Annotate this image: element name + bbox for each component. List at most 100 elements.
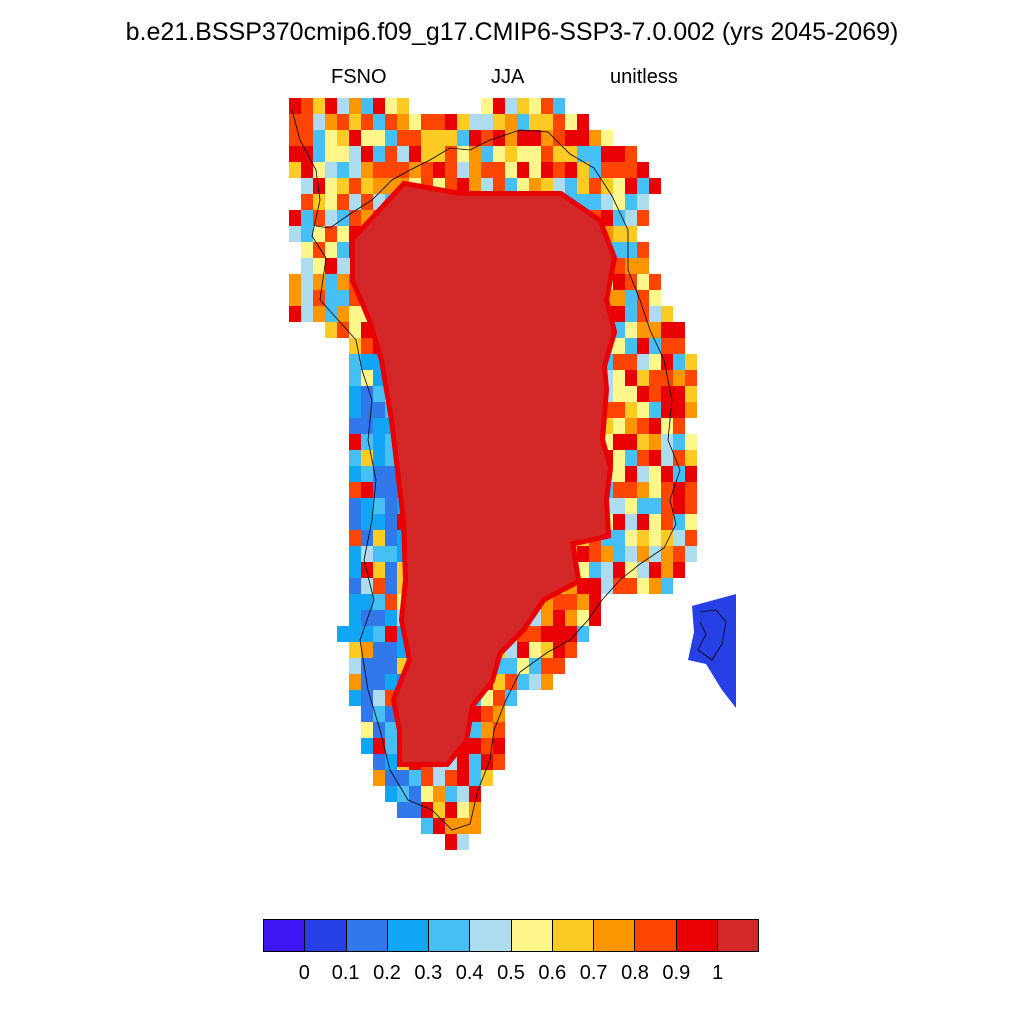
map-cell [637, 482, 649, 498]
map-cell [349, 594, 361, 610]
map-cell [325, 290, 337, 306]
map-cell [601, 178, 613, 194]
map-cell [385, 546, 397, 562]
colorbar-swatch [676, 920, 718, 951]
map-cell [481, 114, 493, 130]
map-cell [313, 242, 325, 258]
map-cell [637, 338, 649, 354]
map-cell [349, 338, 361, 354]
map-cell [625, 514, 637, 530]
map-cell [589, 594, 601, 610]
map-cell [685, 546, 697, 562]
map-cell [601, 146, 613, 162]
map-cell [685, 354, 697, 370]
map-cell [505, 146, 517, 162]
map-cell [625, 386, 637, 402]
map-cell [493, 178, 505, 194]
map-cell [673, 482, 685, 498]
map-cell [457, 130, 469, 146]
map-cell [373, 562, 385, 578]
map-cell [505, 690, 517, 706]
map-cell [637, 354, 649, 370]
map-cell [673, 546, 685, 562]
map-cell [673, 450, 685, 466]
map-cell [505, 130, 517, 146]
map-cell [421, 818, 433, 834]
map-cell [481, 162, 493, 178]
map-cell [517, 98, 529, 114]
map-cell [661, 466, 673, 482]
map-cell [349, 130, 361, 146]
map-cell [649, 562, 661, 578]
map-cell [673, 530, 685, 546]
map-cell [313, 178, 325, 194]
map-cell [613, 178, 625, 194]
map-cell [613, 546, 625, 562]
map-cell [541, 674, 553, 690]
map-cell [349, 146, 361, 162]
map-cell [313, 130, 325, 146]
map-cell [469, 786, 481, 802]
map-cell [625, 290, 637, 306]
map-cell [481, 722, 493, 738]
map-cell [373, 594, 385, 610]
map-cell [637, 194, 649, 210]
map-cell [337, 146, 349, 162]
map-cell [325, 194, 337, 210]
map-cell [349, 514, 361, 530]
colorbar-tick-label: 1 [712, 962, 724, 984]
map-cell [313, 210, 325, 226]
map-cell [577, 114, 589, 130]
map-cell [613, 402, 625, 418]
map-cell [661, 418, 673, 434]
map-cell [385, 770, 397, 786]
map-cell [349, 418, 361, 434]
map-cell [625, 322, 637, 338]
colorbar [263, 919, 759, 952]
map-cell [481, 178, 493, 194]
map-cell [685, 434, 697, 450]
map-cell [553, 642, 565, 658]
map-cell [337, 242, 349, 258]
map-cell [469, 130, 481, 146]
map-cell [469, 818, 481, 834]
map-cell [673, 402, 685, 418]
map-cell [577, 130, 589, 146]
map-cell [541, 130, 553, 146]
map-cell [481, 706, 493, 722]
map-cell [685, 482, 697, 498]
map-cell [373, 418, 385, 434]
map-cell [361, 386, 373, 402]
map-cell [433, 146, 445, 162]
map-cell [457, 114, 469, 130]
map-cell [457, 786, 469, 802]
map-cell [553, 162, 565, 178]
map-cell [349, 386, 361, 402]
map-cell [361, 482, 373, 498]
map-cell [589, 562, 601, 578]
map-cell [613, 338, 625, 354]
map-cell [577, 610, 589, 626]
map-cell [433, 786, 445, 802]
units-label: unitless [610, 66, 678, 88]
map-cell [313, 98, 325, 114]
map-cell [337, 274, 349, 290]
map-cell [361, 514, 373, 530]
map-cell [385, 162, 397, 178]
map-cell [613, 466, 625, 482]
map-cell [361, 610, 373, 626]
map-cell [589, 578, 601, 594]
map-cell [625, 402, 637, 418]
map-cell [613, 578, 625, 594]
map-cell [637, 370, 649, 386]
map-cell [529, 98, 541, 114]
colorbar-tick-label: 0.6 [538, 962, 567, 984]
map-cell [385, 674, 397, 690]
map-cell [517, 674, 529, 690]
map-cell [637, 450, 649, 466]
map-cell [301, 210, 313, 226]
map-cell [433, 114, 445, 130]
map-cell [529, 626, 541, 642]
map-cell [637, 242, 649, 258]
map-cell [349, 498, 361, 514]
